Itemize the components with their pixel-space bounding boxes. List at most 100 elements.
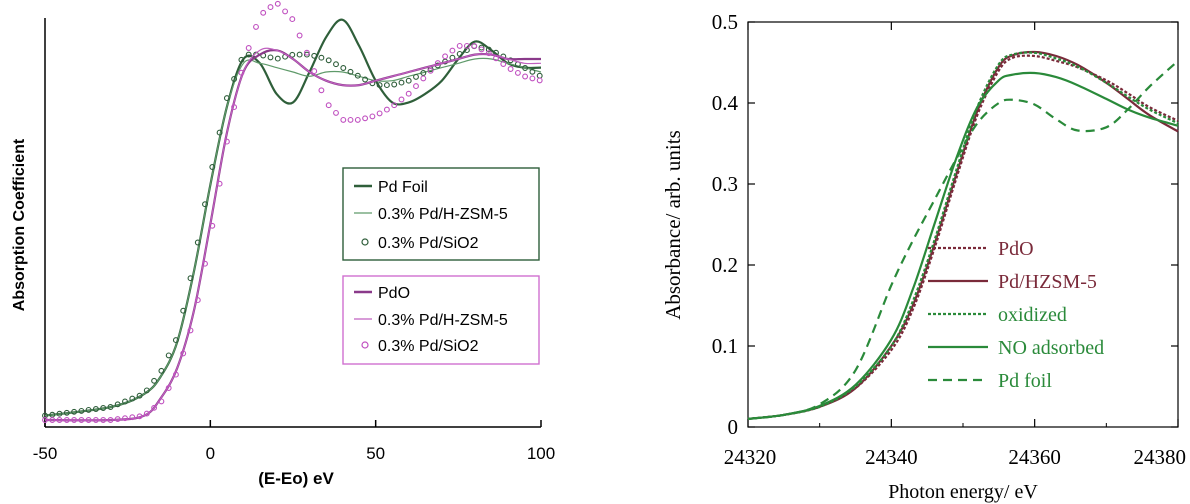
- series-point-5: [253, 23, 259, 30]
- right-legend-entry: Pd foil: [928, 370, 1052, 392]
- series-point-5: [63, 417, 70, 423]
- series-point-5: [333, 109, 339, 116]
- series-point-5: [245, 45, 252, 51]
- series-point-5: [172, 371, 179, 378]
- series-point-5: [260, 9, 267, 16]
- right-x-tick-label: 24360: [1008, 445, 1061, 469]
- right-x-axis-label: Photon energy/ eV: [888, 481, 1038, 503]
- left-x-tick-label: 0: [206, 444, 215, 463]
- series-point-2: [231, 76, 238, 82]
- legend-label: oxidized: [998, 304, 1067, 326]
- series-point-2: [311, 52, 318, 59]
- left-x-tick-label: -50: [33, 444, 58, 463]
- series-point-5: [391, 102, 398, 109]
- series-point-5: [71, 417, 78, 423]
- legend-label: 0.3% Pd/H-ZSM-5: [378, 312, 508, 329]
- series-point-5: [398, 96, 405, 103]
- xanes-chart-left: -50 0 50 100 (E-Eo) eV Absorption Coefficie…: [11, 0, 555, 488]
- series-point-5: [187, 327, 194, 334]
- series-point-2: [238, 56, 245, 63]
- series-point-2: [245, 51, 252, 58]
- series-point-5: [238, 69, 245, 76]
- right-x-tick-label: 24380: [1134, 445, 1187, 469]
- right-series-group: [747, 50, 1179, 420]
- series-point-5: [151, 404, 158, 411]
- series-point-2: [122, 398, 128, 405]
- series-point-2: [478, 44, 485, 51]
- series-point-5: [507, 66, 514, 72]
- series-point-5: [449, 47, 456, 54]
- left-x-ticks: -50 0 50 100: [33, 420, 555, 463]
- series-point-2: [303, 51, 310, 58]
- legend-label: PdO: [998, 238, 1034, 260]
- series-point-2: [180, 307, 187, 314]
- right-y-tick-label: 0.1: [712, 334, 738, 358]
- series-point-2: [216, 129, 223, 136]
- series-point-2: [92, 406, 99, 412]
- series-point-5: [405, 90, 412, 97]
- legend-entry-pdo: PdO: [354, 285, 410, 302]
- series-point-2: [485, 46, 492, 53]
- series-line-2: [747, 51, 1179, 420]
- series-point-5: [463, 42, 470, 49]
- series-point-5: [92, 417, 99, 423]
- left-legend-box-2: [342, 275, 540, 365]
- series-point-5: [303, 49, 310, 56]
- series-point-5: [114, 416, 121, 423]
- series-point-2: [536, 72, 543, 79]
- series-point-5: [493, 55, 499, 62]
- series-point-2: [187, 275, 194, 282]
- series-point-5: [282, 8, 289, 15]
- right-x-ticks: 24320 24340 24360 24380: [724, 22, 1186, 469]
- series-point-5: [42, 417, 48, 423]
- series-point-2: [274, 55, 281, 62]
- legend-entry-pd-sio2-2: 0.3% Pd/SiO2: [361, 338, 479, 355]
- series-point-5: [136, 413, 143, 420]
- series-point-5: [420, 75, 427, 82]
- series-point-5: [289, 16, 296, 23]
- series-point-5: [434, 60, 441, 67]
- series-point-2: [325, 57, 332, 64]
- left-x-tick-label: 50: [366, 444, 385, 463]
- series-point-5: [274, 0, 281, 7]
- series-point-5: [514, 69, 521, 76]
- series-point-5: [485, 50, 492, 57]
- right-x-tick-label: 24340: [865, 445, 918, 469]
- series-point-2: [413, 73, 419, 80]
- series-point-5: [383, 106, 390, 113]
- right-legend-entry: PdO: [928, 238, 1034, 260]
- series-point-5: [296, 32, 303, 39]
- legend-entry-pd-foil: Pd Foil: [354, 179, 428, 196]
- series-point-5: [362, 115, 369, 122]
- right-y-tick-label: 0.4: [712, 91, 739, 115]
- series-point-2: [405, 77, 412, 84]
- series-point-5: [129, 414, 136, 421]
- legend-label: Pd/HZSM-5: [998, 271, 1097, 293]
- legend-entry-pd-hzsm5: 0.3% Pd/H-ZSM-5: [354, 206, 508, 223]
- series-point-2: [420, 70, 427, 76]
- series-point-5: [202, 260, 208, 267]
- series-point-5: [369, 113, 376, 120]
- series-point-2: [223, 95, 230, 102]
- legend-entry-pd-sio2: 0.3% Pd/SiO2: [361, 235, 479, 252]
- right-legend-entry: NO adsorbed: [928, 337, 1104, 359]
- right-legend-entry: Pd/HZSM-5: [928, 271, 1097, 293]
- right-plot-frame: [747, 21, 1179, 428]
- series-point-5: [100, 417, 107, 423]
- series-point-2: [383, 82, 390, 89]
- right-y-tick-label: 0.5: [712, 10, 738, 34]
- right-y-tick-label: 0.2: [712, 253, 738, 277]
- legend-label: NO adsorbed: [998, 337, 1104, 359]
- xanes-chart-right: 0 0.1 0.2 0.3 0.4 0.5 24320 24340 24360 24380 Ph…: [661, 10, 1186, 503]
- series-point-2: [85, 406, 92, 413]
- right-y-tick-label: 0.3: [712, 172, 738, 196]
- series-point-5: [78, 417, 85, 423]
- series-point-2: [56, 410, 63, 417]
- series-point-5: [500, 61, 507, 67]
- series-point-2: [529, 68, 536, 75]
- series-point-5: [122, 415, 128, 422]
- legend-circle-swatch: [361, 341, 369, 349]
- series-point-2: [114, 401, 121, 408]
- legend-label: 0.3% Pd/SiO2: [378, 338, 479, 355]
